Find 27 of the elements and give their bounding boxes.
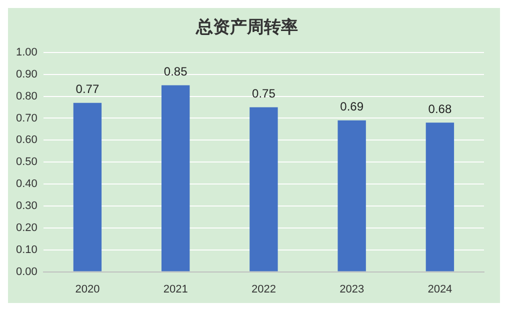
x-tick-label: 2024 [428, 283, 452, 296]
y-tick-label: 0.40 [16, 178, 38, 190]
bar [338, 120, 366, 272]
chart-title: 总资产周转率 [195, 18, 298, 38]
y-tick-label: 0.30 [16, 200, 38, 212]
bar [426, 122, 454, 272]
y-tick-label: 0.20 [16, 222, 38, 234]
bar [73, 102, 102, 272]
y-tick-label: 0.80 [16, 90, 38, 102]
bar [161, 85, 190, 272]
y-tick-label: 0.70 [16, 112, 38, 124]
data-label: 0.75 [252, 86, 276, 101]
y-tick-label: 0.50 [16, 156, 38, 168]
data-label: 0.68 [428, 102, 452, 116]
bar [250, 107, 278, 272]
data-label: 0.77 [76, 82, 100, 96]
x-tick-label: 2021 [163, 283, 188, 296]
data-label: 0.85 [164, 64, 188, 79]
y-tick-label: 0.60 [16, 134, 38, 146]
y-tick-label: 1.00 [16, 46, 38, 58]
x-tick-label: 2020 [75, 283, 100, 296]
y-tick-label: 0.10 [16, 244, 38, 256]
x-tick-label: 2022 [251, 283, 276, 296]
y-tick-label: 0.00 [16, 266, 38, 278]
x-tick-label: 2023 [340, 283, 364, 296]
y-tick-label: 0.90 [16, 68, 38, 80]
data-label: 0.69 [340, 100, 364, 114]
